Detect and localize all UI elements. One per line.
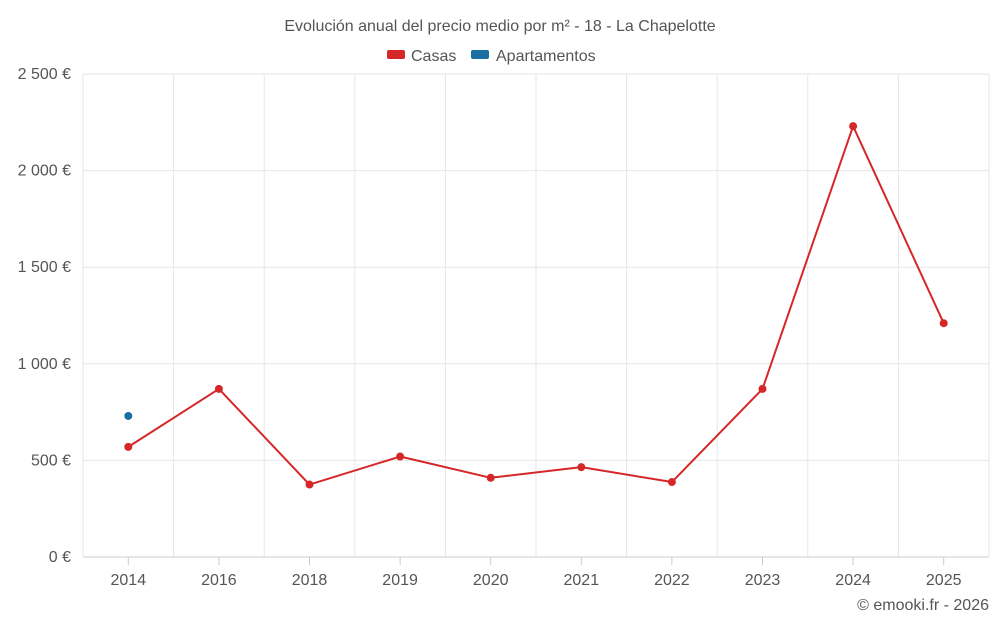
legend-item-casas[interactable]: Casas: [387, 48, 456, 65]
data-point-casas[interactable]: [214, 384, 223, 393]
data-point-casas[interactable]: [849, 122, 858, 131]
x-tick-label: 2021: [564, 572, 600, 589]
y-tick-label: 1 000 €: [18, 356, 71, 373]
grid: [82, 73, 990, 558]
y-tick-label: 500 €: [31, 452, 71, 469]
legend-label-casas: Casas: [411, 48, 456, 65]
data-point-apartamentos[interactable]: [124, 411, 133, 420]
data-point-casas[interactable]: [758, 384, 767, 393]
series: [124, 122, 948, 489]
x-tick-label: 2020: [473, 572, 509, 589]
credit-text: © emooki.fr - 2026: [857, 597, 989, 614]
y-tick-label: 1 500 €: [18, 259, 71, 276]
x-tick-label: 2022: [654, 572, 690, 589]
legend-swatch-apartamentos: [471, 50, 489, 59]
data-point-casas[interactable]: [667, 478, 676, 487]
legend-swatch-casas: [387, 50, 405, 59]
data-point-casas[interactable]: [577, 463, 586, 472]
x-tick-label: 2016: [201, 572, 237, 589]
data-point-casas[interactable]: [486, 473, 495, 482]
y-tick-label: 0 €: [49, 549, 71, 566]
y-tick-label: 2 500 €: [18, 66, 71, 83]
x-tick-label: 2024: [835, 572, 871, 589]
data-point-casas[interactable]: [396, 452, 405, 461]
data-point-casas[interactable]: [939, 319, 948, 328]
legend-label-apartamentos: Apartamentos: [496, 48, 596, 65]
series-line-casas: [127, 125, 945, 486]
data-point-casas[interactable]: [124, 442, 133, 451]
chart-title: Evolución anual del precio medio por m² …: [284, 18, 715, 35]
axes: 0 € 500 € 1 000 € 1 500 € 2 000 € 2 500 € 2014…: [18, 66, 989, 589]
x-tick-label: 2018: [292, 572, 328, 589]
data-point-casas[interactable]: [305, 480, 314, 489]
x-tick-label: 2023: [745, 572, 781, 589]
y-tick-label: 2 000 €: [18, 163, 71, 180]
x-tick-label: 2025: [926, 572, 962, 589]
x-tick-label: 2014: [111, 572, 147, 589]
legend: Casas Apartamentos: [387, 48, 596, 65]
x-tick-label: 2019: [382, 572, 418, 589]
legend-item-apartamentos[interactable]: Apartamentos: [471, 48, 596, 65]
